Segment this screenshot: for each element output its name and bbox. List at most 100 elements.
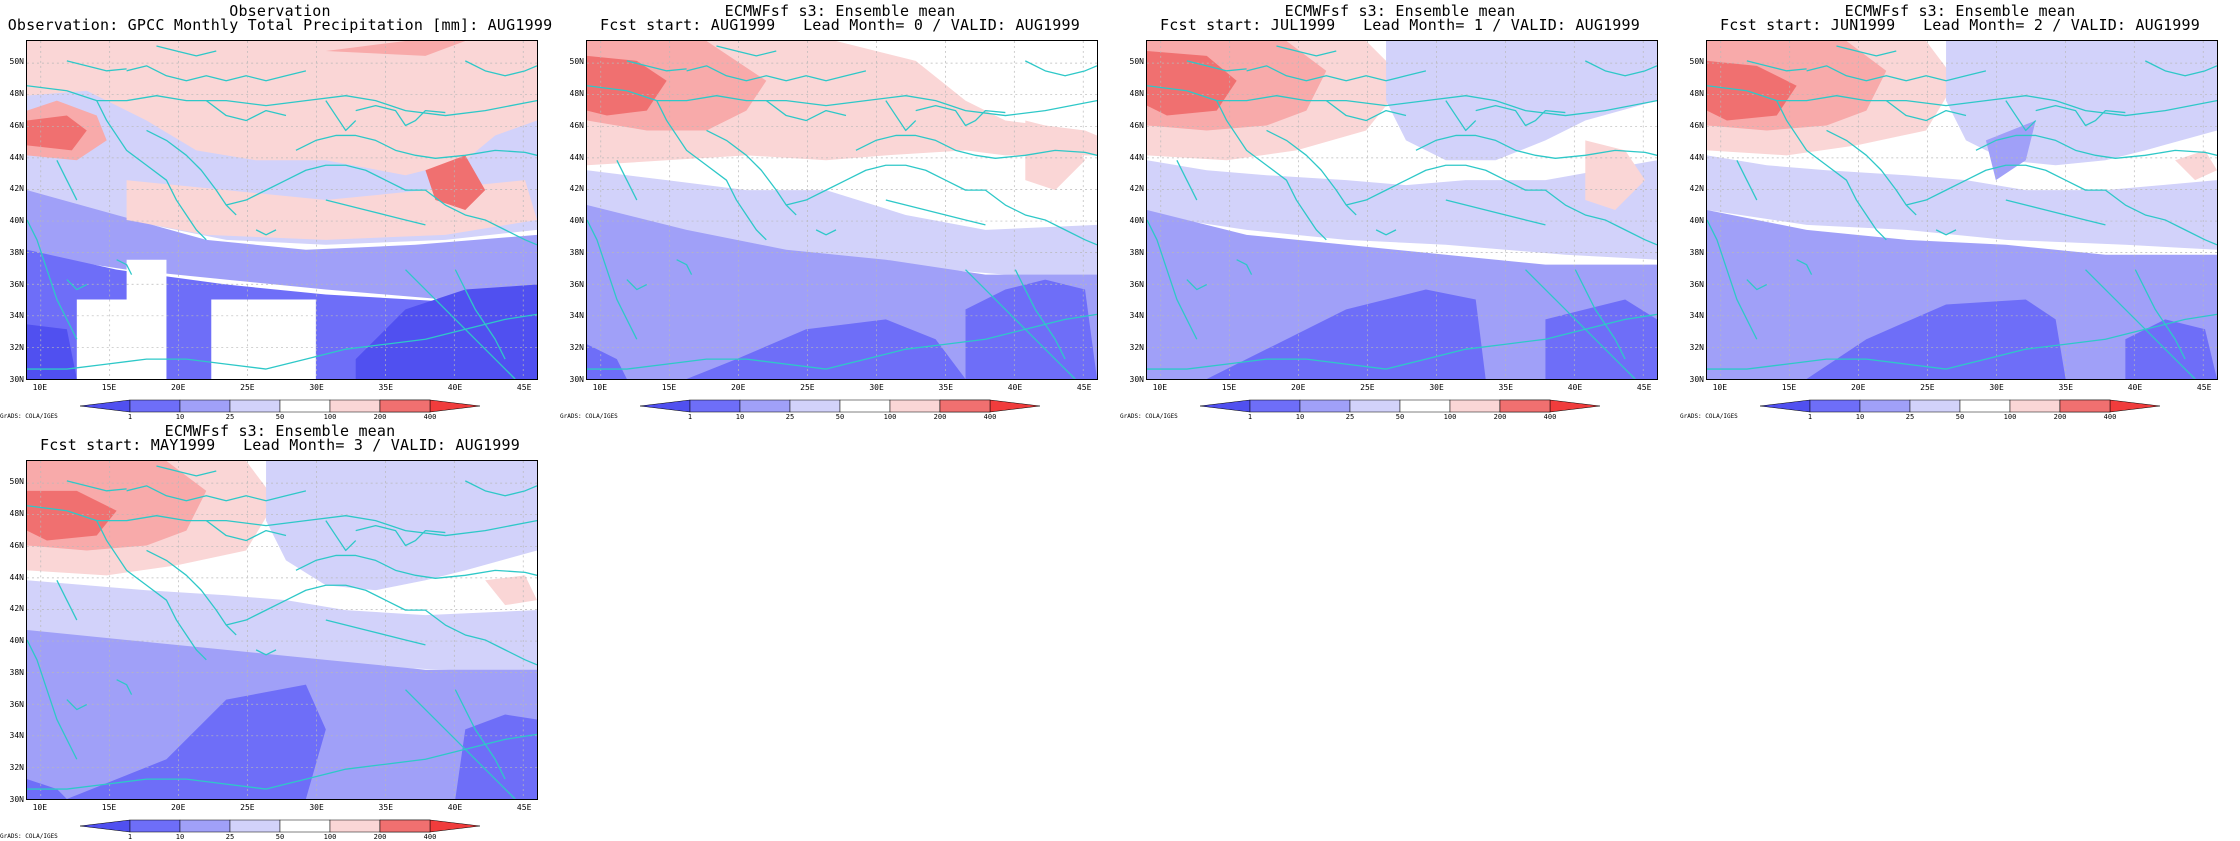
precip-shade-region bbox=[965, 279, 1097, 379]
colorbar-tick-label: 10 bbox=[175, 413, 185, 421]
latitude-tick-label: 36N bbox=[569, 279, 584, 289]
latitude-tick-label: 30N bbox=[9, 375, 24, 384]
colorbar-bin bbox=[179, 819, 231, 833]
colorbar-tick-label: 1 bbox=[687, 413, 693, 421]
panel-subtitle: Fcst start: JUN1999 Lead Month= 2 / VALI… bbox=[1720, 16, 2200, 34]
longitude-tick-label: 40E bbox=[447, 383, 463, 392]
colorbar-bin bbox=[329, 819, 381, 833]
colorbar-tick-label: 200 bbox=[1493, 413, 1507, 421]
longitude-tick-label: 40E bbox=[1567, 383, 1583, 392]
colorbar-tick-label: 50 bbox=[1395, 413, 1405, 421]
latitude-tick-label: 46N bbox=[9, 120, 24, 130]
precip-shade-region bbox=[1707, 60, 1797, 121]
precip-shade-region bbox=[27, 490, 117, 541]
latitude-tick-label: 30N bbox=[1689, 375, 1704, 384]
latitude-tick-label: 42N bbox=[569, 184, 584, 194]
colorbar-tick-label: 25 bbox=[785, 413, 795, 421]
colorbar-tick-label: 25 bbox=[225, 833, 235, 841]
colorbar-bin bbox=[639, 399, 691, 413]
precip-shade-region bbox=[1707, 155, 2217, 250]
colorbar-tick-label: 25 bbox=[225, 413, 235, 421]
latitude-tick-label: 34N bbox=[1689, 311, 1704, 321]
latitude-tick-label: 50N bbox=[1689, 57, 1704, 67]
longitude-tick-label: 10E bbox=[592, 383, 608, 392]
longitude-tick-label: 35E bbox=[2058, 383, 2074, 392]
colorbar-bin bbox=[1449, 399, 1501, 413]
precipitation-map bbox=[26, 40, 538, 380]
latitude-tick-label: 34N bbox=[9, 731, 24, 741]
longitude-tick-label: 20E bbox=[730, 383, 746, 392]
longitude-tick-label: 20E bbox=[1290, 383, 1306, 392]
latitude-tick-label: 36N bbox=[1689, 279, 1704, 289]
colorbar-tick-label: 10 bbox=[175, 833, 185, 841]
longitude-tick-label: 45E bbox=[2196, 383, 2212, 392]
precip-shade-region bbox=[1707, 210, 2217, 379]
colorbar-tick-label: 400 bbox=[2103, 413, 2117, 421]
panel-title: ECMWFsf s3: Ensemble mean bbox=[1844, 2, 2076, 20]
coastlines bbox=[27, 45, 537, 379]
latitude-tick-label: 42N bbox=[1129, 184, 1144, 194]
map-canvas bbox=[1707, 41, 2217, 379]
colorbar-tick-label: 400 bbox=[423, 413, 437, 421]
colorbar-bin bbox=[179, 399, 231, 413]
longitude-tick-label: 30E bbox=[309, 383, 324, 392]
colorbar-bin bbox=[1299, 399, 1351, 413]
precip-shade-region bbox=[1206, 289, 1486, 379]
colorbar-bin bbox=[329, 399, 381, 413]
colorbar-bin bbox=[1249, 399, 1301, 413]
coastlines bbox=[1707, 45, 2217, 379]
latitude-tick-label: 44N bbox=[9, 152, 24, 162]
grads-credit: GrADS: COLA/IGES bbox=[1680, 413, 1738, 420]
latitude-tick-label: 32N bbox=[569, 343, 584, 353]
colorbar-bin bbox=[429, 399, 481, 413]
precipitation-map bbox=[1146, 40, 1658, 380]
colorbar-bin bbox=[939, 399, 991, 413]
latitude-tick-label: 50N bbox=[1129, 57, 1144, 67]
latitude-tick-label: 38N bbox=[569, 247, 584, 257]
colorbar-tick-label: 50 bbox=[275, 413, 285, 421]
colorbar-tick-label: 50 bbox=[835, 413, 845, 421]
latitude-tick-label: 48N bbox=[9, 89, 24, 99]
latitude-tick-label: 44N bbox=[1129, 152, 1144, 162]
latitude-tick-label: 32N bbox=[9, 343, 24, 353]
grads-credit: GrADS: COLA/IGES bbox=[1120, 413, 1178, 420]
colorbar-bar bbox=[639, 399, 1041, 413]
colorbar-tick-label: 100 bbox=[323, 413, 337, 421]
panel-subtitle: Fcst start: JUL1999 Lead Month= 1 / VALI… bbox=[1160, 16, 1640, 34]
longitude-tick-label: 10E bbox=[1712, 383, 1728, 392]
latitude-tick-label: 50N bbox=[9, 477, 24, 487]
colorbar-tick-label: 1 bbox=[127, 413, 133, 421]
colorbar-bin bbox=[1399, 399, 1451, 413]
latitude-tick-label: 46N bbox=[1689, 120, 1704, 130]
precip-shade-region bbox=[27, 580, 537, 675]
precipitation-map bbox=[1706, 40, 2218, 380]
colorbar-tick-label: 100 bbox=[323, 833, 337, 841]
longitude-tick-label: 40E bbox=[2127, 383, 2143, 392]
colorbar-tick-label: 100 bbox=[1443, 413, 1457, 421]
colorbar-tick-label: 25 bbox=[1905, 413, 1915, 421]
latitude-tick-label: 48N bbox=[1129, 89, 1144, 99]
colorbar-bin bbox=[2059, 399, 2111, 413]
latitude-tick-label: 32N bbox=[1689, 343, 1704, 353]
colorbar-tick-label: 200 bbox=[373, 833, 387, 841]
longitude-tick-label: 30E bbox=[309, 803, 324, 812]
colorbar-tick-label: 1 bbox=[127, 833, 133, 841]
colorbar-bin bbox=[379, 819, 431, 833]
colorbar-bin bbox=[1759, 399, 1811, 413]
colorbar-tick-label: 50 bbox=[1955, 413, 1965, 421]
colorbar-bin bbox=[79, 399, 131, 413]
colorbar-tick-label: 100 bbox=[2003, 413, 2017, 421]
colorbar-tick-label: 25 bbox=[1345, 413, 1355, 421]
longitude-tick-label: 25E bbox=[1920, 383, 1935, 392]
longitude-tick-label: 45E bbox=[1636, 383, 1652, 392]
colorbar-bin bbox=[989, 399, 1041, 413]
colorbar-bin bbox=[2109, 399, 2161, 413]
longitude-tick-label: 35E bbox=[378, 383, 394, 392]
longitude-tick-label: 10E bbox=[1152, 383, 1168, 392]
latitude-tick-label: 42N bbox=[1689, 184, 1704, 194]
latitude-tick-label: 40N bbox=[1129, 216, 1144, 226]
longitude-tick-label: 15E bbox=[1221, 383, 1237, 392]
latitude-tick-label: 36N bbox=[1129, 279, 1144, 289]
colorbar-bin bbox=[739, 399, 791, 413]
colorbar-tick-label: 200 bbox=[2053, 413, 2067, 421]
